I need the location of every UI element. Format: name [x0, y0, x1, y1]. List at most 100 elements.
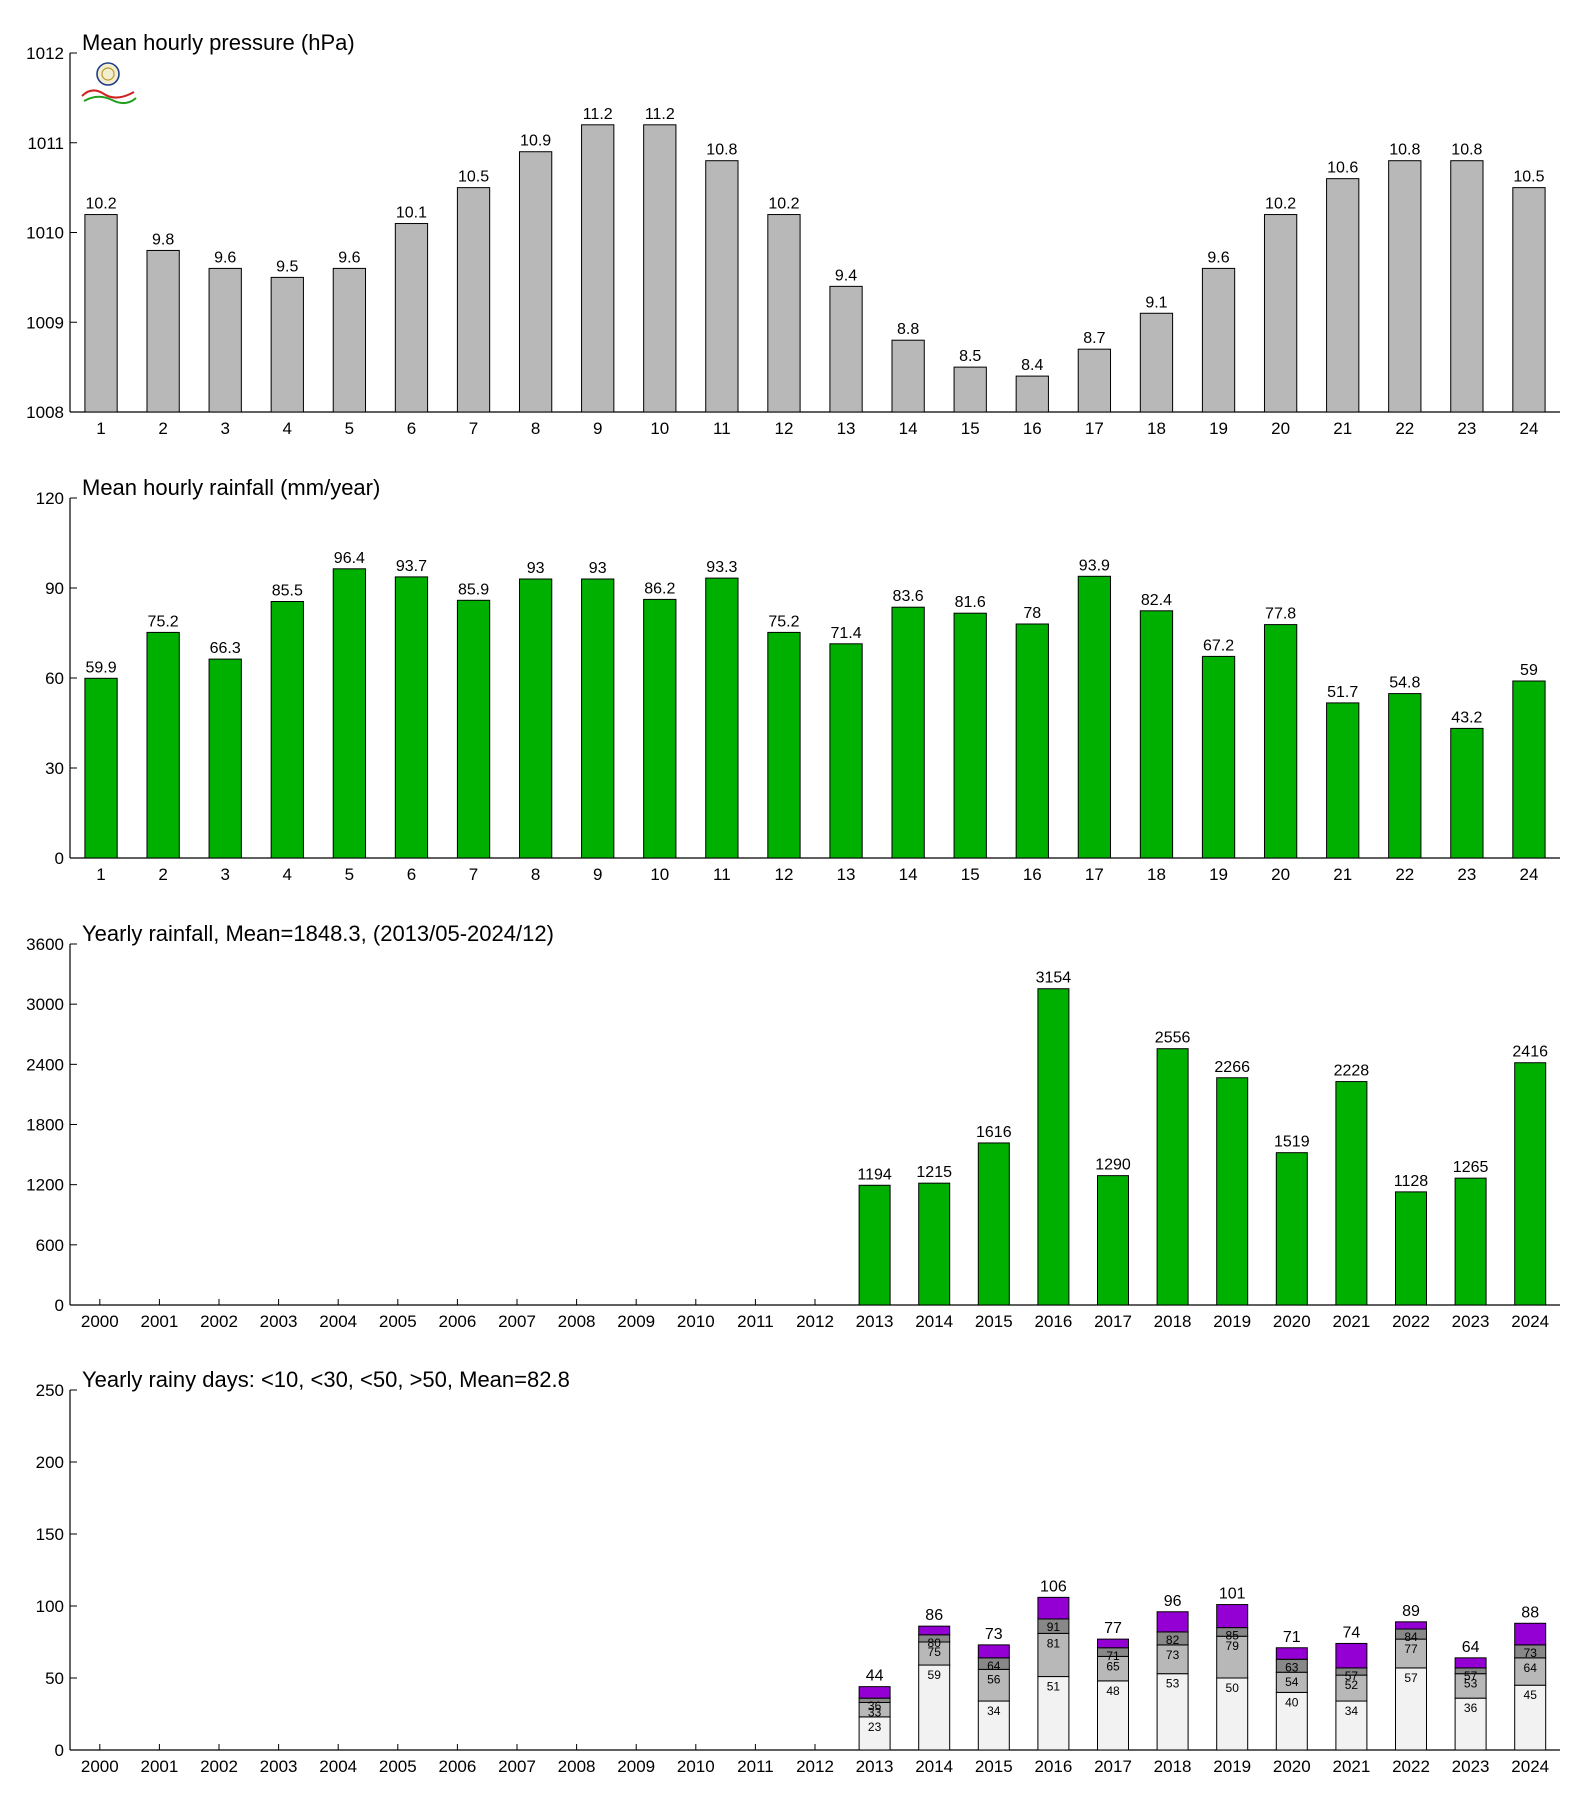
segment-value-label: 36 — [1464, 1701, 1478, 1715]
y-tick-label: 1011 — [27, 134, 64, 153]
bar — [705, 577, 739, 859]
y-tick-label: 600 — [36, 1236, 64, 1255]
bar-value-label: 1194 — [857, 1166, 892, 1183]
x-tick-label: 2014 — [915, 1312, 953, 1331]
x-tick-label: 2007 — [498, 1757, 536, 1776]
bar-total-label: 44 — [866, 1668, 884, 1685]
x-tick-label: 19 — [1209, 865, 1228, 884]
y-tick-label: 3000 — [26, 995, 64, 1014]
bar-value-label: 59 — [1520, 662, 1538, 679]
bar-total-label: 64 — [1462, 1639, 1480, 1656]
x-tick-label: 13 — [837, 419, 856, 438]
bar — [1156, 1048, 1189, 1306]
segment-value-label: 75 — [928, 1645, 942, 1659]
bar — [146, 631, 180, 859]
bar-segment-gt50 — [1514, 1622, 1547, 1646]
bar-value-label: 2556 — [1155, 1030, 1191, 1047]
bar-total-label: 106 — [1040, 1578, 1067, 1595]
bar-segment-gt50 — [1216, 1604, 1249, 1629]
x-tick-label: 2011 — [737, 1312, 774, 1331]
x-tick-label: 2005 — [379, 1757, 417, 1776]
x-tick-label: 2011 — [737, 1757, 774, 1776]
bar — [84, 214, 118, 413]
x-tick-label: 2002 — [200, 1312, 238, 1331]
bar-segment-lt30 — [1395, 1638, 1427, 1669]
bar — [1263, 624, 1298, 859]
bar — [1395, 1191, 1427, 1306]
x-tick-label: 1 — [96, 419, 105, 438]
y-tick-label: 1200 — [26, 1176, 64, 1195]
x-tick-label: 2008 — [558, 1312, 596, 1331]
bar — [977, 1142, 1010, 1306]
bar — [1201, 655, 1236, 859]
bar — [1450, 160, 1484, 413]
segment-value-label: 84 — [1404, 1630, 1418, 1644]
bar — [518, 578, 553, 859]
bar-value-label: 71.4 — [830, 625, 861, 642]
x-tick-label: 8 — [531, 419, 540, 438]
bar-value-label: 10.8 — [1451, 142, 1482, 159]
y-tick-label: 30 — [45, 759, 64, 778]
bar-value-label: 10.5 — [458, 169, 489, 186]
bar-value-label: 9.5 — [276, 258, 298, 275]
bar-segment-lt30 — [1216, 1635, 1249, 1679]
x-tick-label: 18 — [1147, 865, 1166, 884]
segment-value-label: 50 — [1226, 1681, 1240, 1695]
bar-value-label: 85.5 — [272, 583, 303, 600]
x-tick-label: 15 — [961, 419, 980, 438]
x-tick-label: 2013 — [856, 1757, 894, 1776]
bar-value-label: 93.3 — [706, 559, 737, 576]
x-tick-label: 18 — [1147, 419, 1166, 438]
bar — [1450, 727, 1484, 859]
bar — [953, 366, 987, 413]
segment-value-label: 82 — [1166, 1633, 1180, 1647]
x-tick-label: 14 — [899, 865, 918, 884]
x-tick-label: 11 — [713, 419, 731, 438]
x-tick-label: 2001 — [140, 1312, 178, 1331]
x-tick-label: 2012 — [796, 1757, 834, 1776]
x-tick-label: 2006 — [438, 1312, 476, 1331]
bar-value-label: 10.8 — [706, 142, 737, 159]
x-tick-label: 2008 — [558, 1757, 596, 1776]
lab-logo-icon — [81, 62, 137, 104]
x-tick-label: 9 — [593, 865, 602, 884]
bar-segment-lt10 — [1216, 1677, 1249, 1751]
segment-value-label: 65 — [1106, 1659, 1120, 1673]
bar — [270, 276, 304, 413]
x-tick-label: 2003 — [260, 1757, 298, 1776]
x-tick-label: 12 — [774, 865, 793, 884]
y-tick-label: 150 — [36, 1525, 64, 1544]
segment-value-label: 51 — [1047, 1680, 1061, 1694]
bar — [1077, 348, 1112, 413]
bar-value-label: 93 — [527, 560, 545, 577]
bar-total-label: 89 — [1402, 1603, 1420, 1620]
bar-segment-lt30 — [1037, 1632, 1070, 1678]
bar-total-label: 77 — [1104, 1620, 1122, 1637]
y-tick-label: 100 — [36, 1597, 64, 1616]
bar — [829, 643, 863, 859]
bar-total-label: 101 — [1219, 1586, 1246, 1603]
x-tick-label: 2014 — [915, 1757, 953, 1776]
x-tick-label: 2016 — [1034, 1312, 1072, 1331]
segment-value-label: 57 — [1404, 1671, 1418, 1685]
bar-value-label: 85.9 — [458, 581, 489, 598]
bar — [581, 578, 615, 859]
y-tick-label: 120 — [36, 489, 64, 508]
x-tick-label: 2015 — [975, 1757, 1013, 1776]
bar-value-label: 8.4 — [1021, 357, 1043, 374]
x-tick-label: 2004 — [319, 1312, 357, 1331]
bar — [1077, 575, 1112, 859]
segment-value-label: 73 — [1166, 1648, 1180, 1662]
x-tick-label: 20 — [1271, 419, 1290, 438]
segment-value-label: 34 — [1345, 1704, 1359, 1718]
bar — [84, 677, 118, 859]
x-tick-label: 2018 — [1154, 1312, 1192, 1331]
x-tick-label: 2019 — [1213, 1312, 1251, 1331]
bar-value-label: 10.2 — [1265, 196, 1296, 213]
segment-value-label: 23 — [868, 1720, 882, 1734]
segment-value-label: 71 — [1106, 1649, 1120, 1663]
bar-value-label: 9.6 — [338, 249, 360, 266]
segment-value-label: 80 — [928, 1636, 942, 1650]
